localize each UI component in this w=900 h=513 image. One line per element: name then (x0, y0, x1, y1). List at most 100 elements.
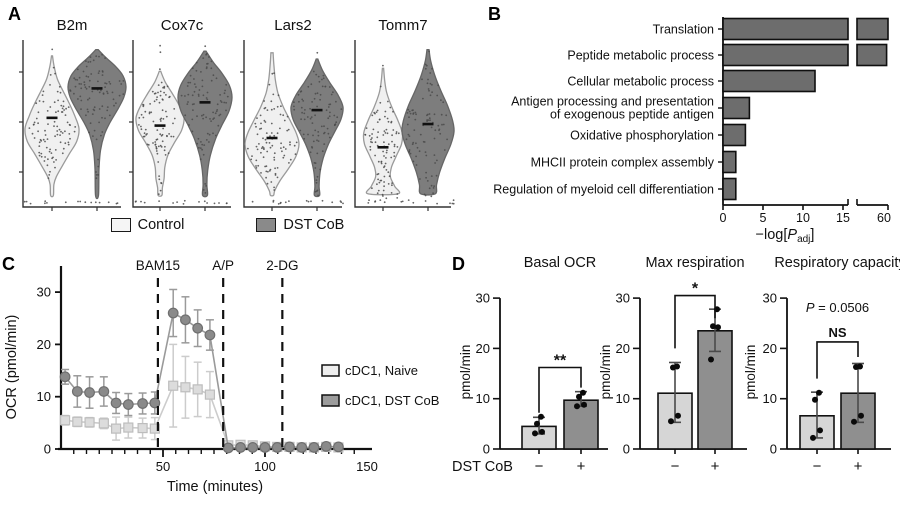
violin-jitter-dots (69, 53, 125, 205)
go-xtick-label: 0 (720, 211, 727, 225)
legend-item-control: Control (110, 217, 185, 233)
d-data-dot (816, 389, 822, 396)
d-data-dot (581, 401, 587, 408)
violin-jitter-dots (364, 64, 404, 204)
panel-c-label: C (2, 254, 15, 274)
event-label: 2-DG (266, 258, 298, 273)
go-bar-chart: Translation Peptide metabolic process Cell… (493, 17, 891, 245)
d-data-dot (574, 403, 580, 410)
series-dst-cob (59, 288, 344, 454)
dst-marker-icon (84, 387, 95, 398)
d-ytick-label: 30 (616, 291, 630, 306)
go-bar-seg1 (722, 17, 849, 41)
dst-marker-icon (192, 322, 204, 334)
violin-jitter-dots (405, 50, 455, 205)
d-data-dot (576, 393, 582, 400)
c-legend-swatch-icon (321, 364, 340, 377)
c-xtick-label: 150 (356, 459, 378, 474)
violin-shape (401, 48, 455, 196)
d-group-label: + (854, 458, 863, 475)
violin-title: B2m (57, 17, 88, 34)
naive-marker-icon (84, 417, 95, 428)
go-category-label: Peptide metabolic process (567, 49, 714, 63)
d-y-axis-label: pmol/min (743, 345, 758, 400)
go-category-label: Oxidative phosphorylation (570, 129, 714, 143)
violin-title: Cox7c (161, 17, 204, 34)
dst-marker-icon (259, 442, 271, 453)
d-ytick-label: 0 (623, 442, 630, 457)
c-x-axis-label: Time (minutes) (167, 479, 263, 495)
d-ytick-label: 10 (476, 391, 490, 406)
go-xtick-label: 10 (796, 211, 810, 225)
violin-title: Lars2 (274, 17, 312, 34)
violin-plot-b2m: B2m (19, 17, 127, 211)
d-row-label: DST CoB (452, 459, 513, 475)
dst-marker-icon (308, 442, 320, 453)
d-data-dot (534, 420, 540, 427)
panel-a-label: A (8, 4, 21, 24)
legend-control-label: Control (137, 217, 185, 233)
go-xtick-label: 15 (836, 211, 850, 225)
d-group-label: + (711, 458, 720, 475)
go-x-axis-label: −log[Padj] (756, 227, 815, 245)
d-group-label: + (577, 458, 586, 475)
dst-marker-icon (296, 442, 308, 453)
dst-marker-icon (320, 440, 332, 452)
d-group-label: − (813, 458, 822, 475)
naive-marker-icon (168, 380, 179, 391)
c-legend-label: cDC1, Naive (345, 363, 418, 378)
dst-marker-icon (71, 386, 83, 397)
d-data-dot (538, 413, 544, 420)
d-ytick-label: 0 (770, 442, 777, 457)
d-data-dot (857, 363, 863, 370)
d-data-dot (674, 363, 680, 370)
d-y-axis-label: pmol/min (598, 345, 613, 400)
c-ytick-label: 20 (37, 337, 51, 352)
dst-marker-icon (149, 397, 161, 409)
control-swatch-icon (110, 218, 131, 232)
dst-marker-icon (122, 399, 134, 410)
violin-title: Tomm7 (378, 17, 427, 34)
c-y-axis-label: OCR (pmol/min) (4, 315, 20, 420)
d-data-dot (810, 434, 816, 441)
go-xtick-label: 5 (760, 211, 767, 225)
significance-bracket (538, 366, 582, 413)
violin-shape (290, 58, 344, 198)
d-data-dot (817, 427, 823, 434)
d-data-dot (708, 356, 714, 363)
go-category-label: of exogenous peptide antigen (550, 108, 714, 122)
d-data-dot (715, 324, 721, 331)
d-ytick-label: 0 (483, 442, 490, 457)
violin-plot-tomm7: Tomm7 (351, 17, 455, 211)
d-data-dot (675, 412, 681, 419)
d-data-dot (812, 396, 818, 403)
d-ytick-label: 20 (476, 341, 490, 356)
naive-marker-icon (137, 422, 148, 434)
panel-b-go-bar-chart: Translation Peptide metabolic process Cell… (493, 17, 891, 245)
violin-shape (24, 55, 80, 198)
naive-marker-icon (180, 382, 191, 393)
dst-swatch-icon (256, 218, 277, 232)
bar-subplot-1: Basal OCR pmol/min 0 10 20 30 − + ** DST CoB (452, 255, 608, 475)
go-bar-seg1 (722, 43, 849, 67)
violin-shape (67, 48, 127, 200)
go-bar (722, 150, 737, 174)
significance-bracket (816, 341, 859, 379)
c-xtick-label: 50 (156, 459, 170, 474)
go-xtick-label-break: 60 (877, 211, 891, 225)
violin-plot-lars2: Lars2 (240, 17, 344, 211)
d-data-dot (851, 418, 857, 425)
d-data-dot (858, 412, 864, 419)
c-ytick-label: 10 (37, 389, 51, 404)
significance-label: NS (828, 325, 846, 340)
d-data-dot (539, 428, 545, 435)
bar-subplot-2: Max respiration pmol/min 0 10 20 30 − + * (598, 255, 747, 475)
c-legend-label: cDC1, DST CoB (345, 393, 439, 408)
significance-label: ** (554, 353, 567, 370)
naive-marker-icon (59, 415, 71, 426)
naive-marker-icon (123, 422, 134, 433)
violin-plot-cox7c: Cox7c (129, 17, 233, 211)
go-category-label: MHCII protein complex assembly (531, 156, 715, 170)
p-value-note: P = 0.0506 (806, 300, 869, 315)
